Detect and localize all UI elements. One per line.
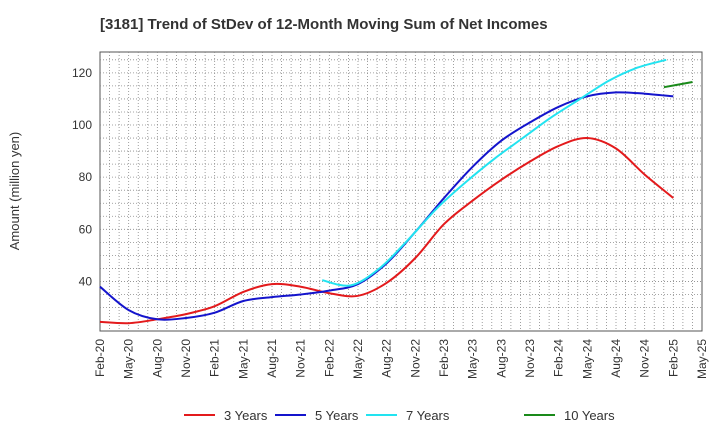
legend-label-10-years: 10 Years	[564, 408, 615, 423]
x-tick-label: Aug-22	[380, 339, 394, 378]
legend-label-7-years: 7 Years	[406, 408, 450, 423]
x-tick-label: Feb-24	[552, 339, 566, 377]
x-tick-label: Aug-23	[494, 339, 508, 378]
x-tick-label: Nov-23	[523, 339, 537, 378]
x-tick-label: Nov-20	[179, 339, 193, 378]
x-tick-label: May-20	[122, 339, 136, 379]
y-tick-labels: 40 60 80 100 120	[72, 66, 92, 289]
x-tick-label: Aug-21	[265, 339, 279, 378]
x-tick-label: Nov-21	[294, 339, 308, 378]
legend: 3 Years 5 Years 7 Years 10 Years	[184, 408, 615, 423]
x-tick-label: Aug-24	[609, 339, 623, 378]
x-tick-label: Aug-20	[150, 339, 164, 378]
series-line-3-years	[99, 136, 674, 325]
legend-label-5-years: 5 Years	[315, 408, 359, 423]
x-tick-labels: Feb-20 May-20 Aug-20 Nov-20 Feb-21 May-21 Aug-…	[93, 339, 709, 379]
x-tick-label: May-22	[351, 339, 365, 379]
x-tick-label: Feb-20	[93, 339, 107, 377]
chart-title: [3181] Trend of StDev of 12-Month Moving…	[100, 16, 548, 33]
x-tick-label: May-25	[695, 339, 709, 379]
y-tick-label: 100	[72, 118, 92, 132]
series-line-10-years	[663, 81, 693, 89]
x-tick-label: Feb-23	[437, 339, 451, 377]
y-axis-label: Amount (million yen)	[7, 132, 22, 251]
x-tick-label: Nov-22	[408, 339, 422, 378]
x-tick-label: May-24	[580, 339, 594, 379]
series-line-7-years	[321, 58, 667, 287]
x-tick-label: Feb-22	[322, 339, 336, 377]
legend-label-3-years: 3 Years	[224, 408, 268, 423]
x-tick-label: May-21	[236, 339, 250, 379]
x-tick-label: Feb-25	[666, 339, 680, 377]
x-tick-label: Feb-21	[208, 339, 222, 377]
series-lines	[99, 58, 693, 325]
plot-area	[99, 51, 703, 332]
y-tick-label: 120	[72, 66, 92, 80]
y-tick-label: 60	[79, 222, 93, 236]
x-tick-label: Nov-24	[638, 339, 652, 378]
y-tick-label: 80	[79, 170, 93, 184]
x-tick-label: May-23	[466, 339, 480, 379]
y-tick-label: 40	[79, 274, 93, 288]
